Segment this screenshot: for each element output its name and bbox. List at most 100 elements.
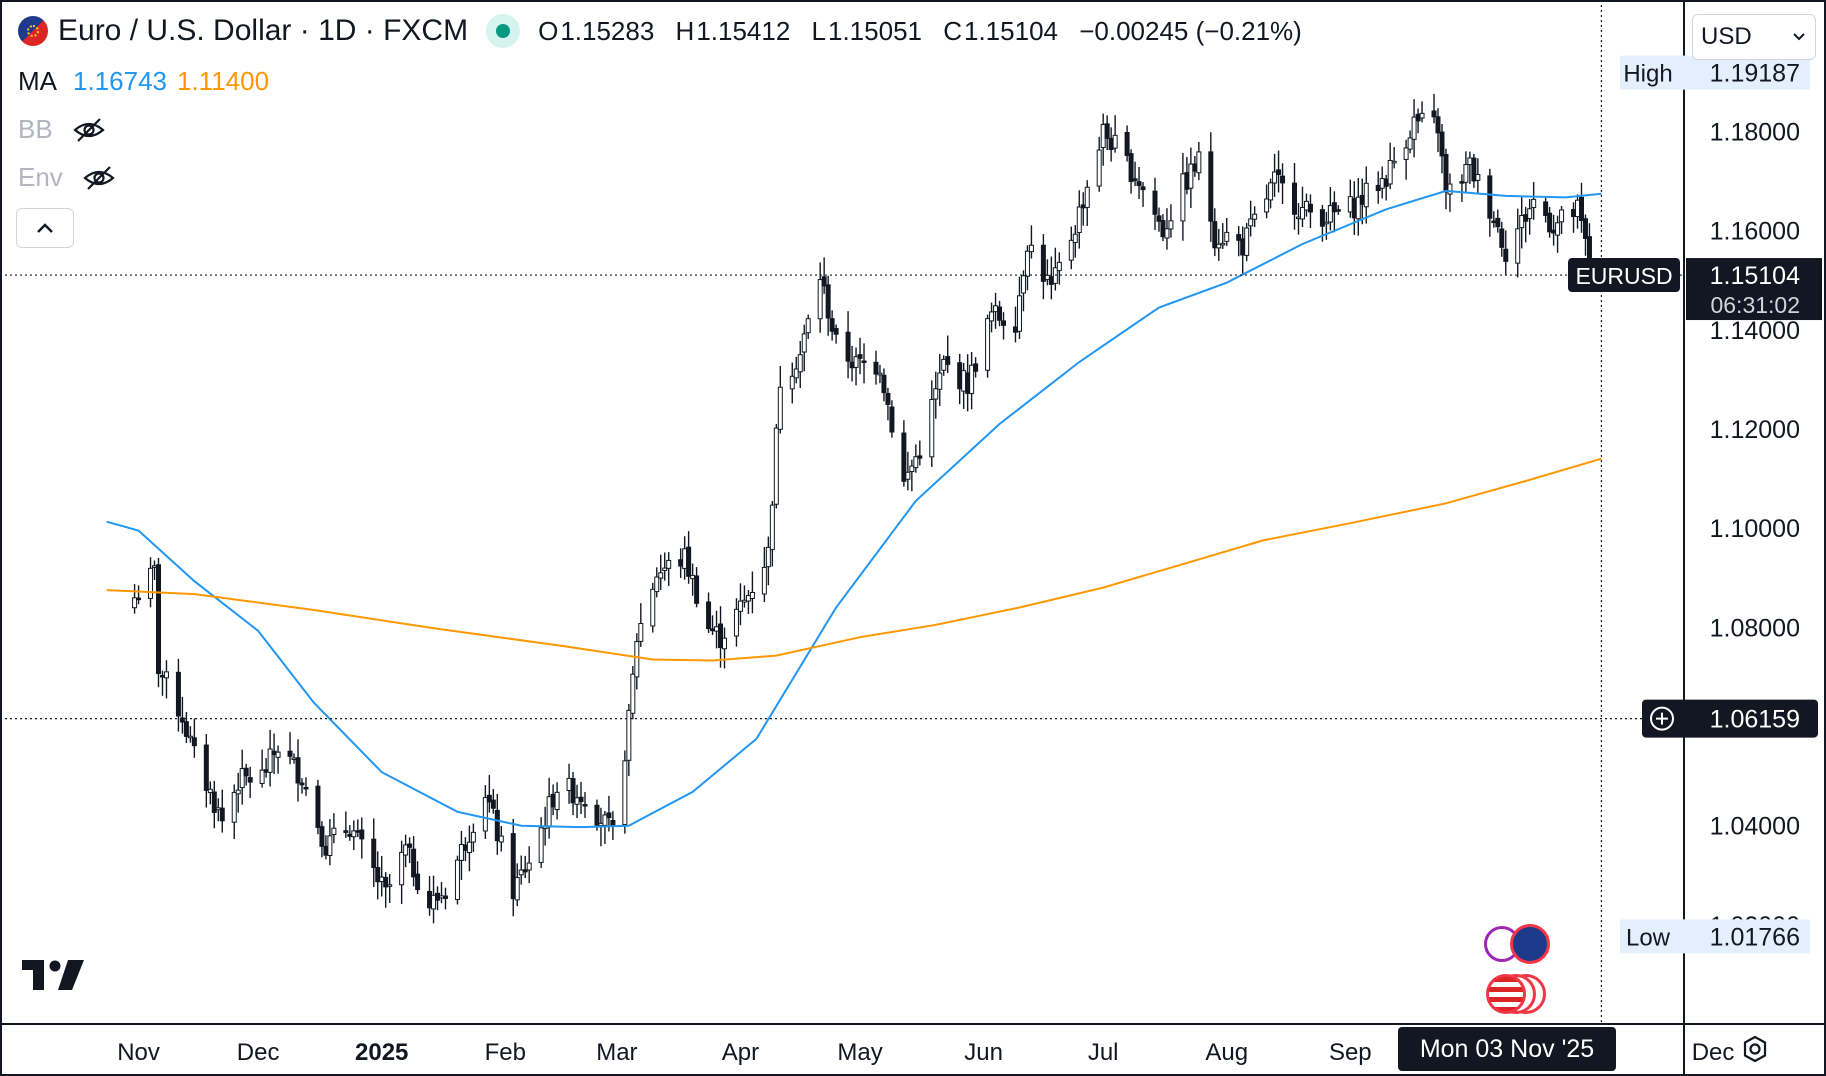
candle-body (845, 331, 851, 362)
chevron-up-icon (37, 223, 53, 233)
candle-body (969, 364, 975, 395)
candle-body (1272, 171, 1278, 184)
time-tick-label: Sep (1329, 1039, 1372, 1066)
candle-body (482, 797, 488, 832)
candle-body (315, 785, 321, 828)
candle-body (821, 276, 827, 287)
candle-body (610, 819, 616, 826)
open-value: 1.15283 (560, 15, 655, 46)
candle-body (203, 744, 209, 791)
candle-body (602, 814, 608, 826)
candle-body (291, 757, 297, 760)
symbol-title[interactable]: Euro / U.S. Dollar · 1D · FXCM (58, 14, 469, 47)
eye-off-icon[interactable] (72, 117, 105, 143)
low-value: 1.15051 (828, 15, 922, 46)
candle-body (383, 876, 389, 888)
candle-body (490, 799, 496, 809)
candle-body (387, 884, 393, 887)
period-low-label: Low (1626, 924, 1671, 951)
candle-body (494, 809, 500, 842)
candle-body (411, 848, 417, 878)
candle-body (538, 827, 544, 863)
candle-body (1463, 164, 1469, 183)
candle-body (275, 751, 281, 758)
candle-body (435, 892, 441, 901)
candle-body (566, 777, 572, 791)
bb-legend[interactable]: BB (18, 114, 105, 145)
candle-body (1152, 190, 1158, 215)
candle-body (1403, 147, 1409, 160)
candle-body (359, 829, 365, 840)
candle-body (761, 566, 767, 595)
last-price-value: 1.15104 (1710, 262, 1800, 290)
usd-flag-event-icon[interactable] (1486, 974, 1526, 1014)
candle-body (941, 358, 947, 371)
candle-body (518, 869, 524, 876)
candle-body (574, 797, 580, 805)
candle-body (1555, 222, 1561, 236)
candle-body (1104, 123, 1110, 139)
tradingview-logo-icon[interactable] (22, 960, 84, 992)
candle-body (319, 826, 325, 847)
candle-body (510, 833, 516, 900)
period-high-badge (1620, 55, 1810, 90)
candle-body (765, 546, 771, 568)
candle-body (777, 386, 783, 430)
candle-body (1056, 261, 1062, 272)
candle-body (351, 830, 357, 838)
candle-body (594, 804, 600, 826)
candle-body (997, 306, 1003, 321)
candle-body (1351, 198, 1357, 219)
candle-body (694, 575, 700, 604)
candle-body (403, 844, 409, 856)
candle-body (1112, 134, 1118, 149)
period-high-value: 1.19187 (1710, 60, 1800, 88)
candle-body (1303, 200, 1309, 211)
eye-off-icon[interactable] (83, 165, 115, 191)
ma-value-fast: 1.16743 (73, 66, 167, 96)
candle-body (1084, 186, 1090, 208)
candle-body (857, 354, 863, 359)
candle-body (722, 637, 728, 650)
candle-body (522, 869, 528, 873)
ma-value-slow: 1.11400 (176, 66, 270, 96)
candle-body (917, 455, 923, 459)
candle-body (1467, 157, 1473, 166)
settings-gear-icon[interactable] (1740, 1034, 1770, 1064)
high-value: 1.15412 (696, 15, 791, 46)
candle-body (1124, 132, 1130, 156)
candle-body (1040, 244, 1046, 282)
candle-body (1495, 217, 1501, 228)
candle-body (789, 375, 795, 390)
candle-body (741, 599, 747, 603)
candle-body (546, 796, 552, 828)
candle-body (913, 456, 919, 469)
env-legend[interactable]: Env (18, 162, 115, 193)
candle-body (833, 328, 839, 335)
time-tick-label: Dec (237, 1039, 280, 1066)
candle-body (1491, 220, 1497, 224)
candle-body (714, 626, 720, 632)
eur-flag-event-icon[interactable] (1510, 924, 1550, 964)
candle-body (1415, 113, 1421, 122)
candle-body (295, 757, 301, 784)
currency-select[interactable]: USD (1692, 14, 1816, 60)
price-tick-label: 1.14000 (1710, 317, 1800, 345)
candle-body (985, 318, 991, 371)
candle-body (355, 830, 361, 833)
candle-body (323, 845, 329, 856)
candle-body (634, 641, 640, 678)
market-open-dot-icon (486, 14, 521, 48)
candle-body (1128, 153, 1134, 182)
candle-body (1236, 234, 1242, 241)
candle-body (431, 894, 437, 910)
candle-body (829, 318, 835, 332)
candle-body (1264, 198, 1270, 213)
candle-body (1132, 178, 1138, 181)
symbol-badge-label: EURUSD (1575, 263, 1672, 289)
ma-legend[interactable]: MA 1.16743 1.11400 (18, 66, 269, 97)
collapse-legend-button[interactable] (16, 208, 74, 248)
time-tick-label: May (837, 1039, 882, 1066)
candle-body (1387, 159, 1393, 185)
